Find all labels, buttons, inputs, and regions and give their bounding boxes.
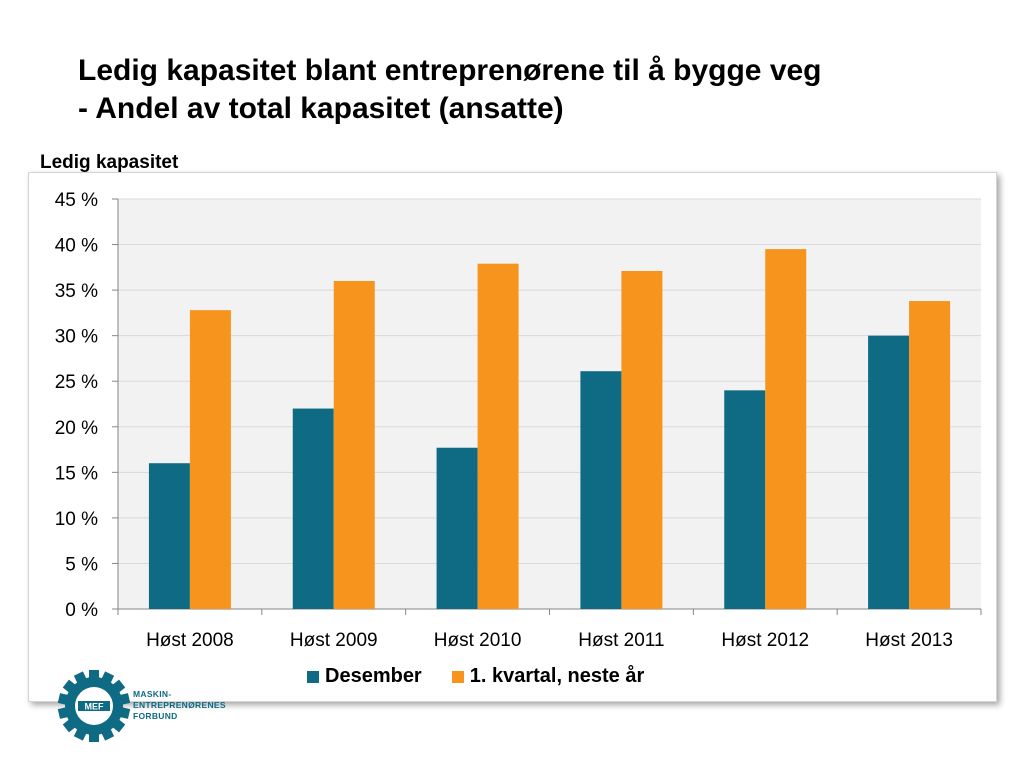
page-title: Ledig kapasitet blant entreprenørene til… [78,52,998,128]
bar-series-2 [621,270,663,609]
x-tick-label: Høst 2010 [434,630,522,651]
title-line-1: Ledig kapasitet blant entreprenørene til… [78,54,822,87]
legend-item-series-1: Desember [307,665,422,688]
bar-series-2 [189,310,231,609]
bar-series-2 [477,263,519,609]
y-tick-label: 0 % [65,600,98,621]
x-tick-label: Høst 2013 [865,630,953,651]
bar-series-1 [868,335,910,609]
plot-area [118,199,981,609]
title-line-2: - Andel av total kapasitet (ansatte) [78,92,564,125]
legend-swatch-series-2 [451,670,464,683]
x-tick-label: Høst 2011 [578,630,664,651]
bar-series-2 [909,301,951,609]
mef-logo: MEF MASKIN- ENTREPRENØRENES FORBUND [56,668,236,748]
gear-logo-icon: MEF [57,670,131,742]
chart-legend: Desember 1. kvartal, neste år [307,665,644,688]
logo-line-3: FORBUND [133,711,178,721]
logo-line-2: ENTREPRENØRENES [133,700,226,710]
legend-item-series-2: 1. kvartal, neste år [451,665,645,688]
y-tick-label: 45 % [55,190,98,211]
y-tick-label: 25 % [55,372,98,393]
y-tick-label: 15 % [55,463,98,484]
logo-line-1: MASKIN- [133,689,172,699]
y-tick-label: 20 % [55,418,98,439]
logo-mark-text: MEF [85,702,105,712]
bar-series-1 [148,463,190,609]
logo-text: MASKIN- ENTREPRENØRENES FORBUND [133,689,226,722]
y-tick-label: 10 % [55,509,98,530]
bar-series-1 [436,447,478,609]
y-tick-label: 35 % [55,281,98,302]
x-tick-label: Høst 2008 [146,630,234,651]
legend-swatch-series-1 [307,670,319,683]
legend-label-series-1: Desember [325,665,422,687]
bar-series-2 [765,249,807,609]
x-tick-label: Høst 2012 [721,630,809,651]
chart-frame: 0 % 5 % 10 % 15 % 20 % 25 % 30 % 35 % 40 % 45 % Hø… [28,172,997,702]
bar-series-1 [292,408,334,609]
y-axis-label: Ledig kapasitet [40,152,179,173]
bar-series-1 [580,371,622,609]
y-tick-label: 30 % [55,327,98,348]
x-tick-label: Høst 2009 [290,630,378,651]
bar-chart: 0 % 5 % 10 % 15 % 20 % 25 % 30 % 35 % 40 % 45 % Hø… [55,190,982,651]
y-tick-label: 5 % [65,554,98,575]
bar-series-1 [724,390,766,609]
bar-series-2 [333,281,375,609]
y-tick-label: 40 % [55,236,98,257]
legend-label-series-2: 1. kvartal, neste år [469,665,645,687]
